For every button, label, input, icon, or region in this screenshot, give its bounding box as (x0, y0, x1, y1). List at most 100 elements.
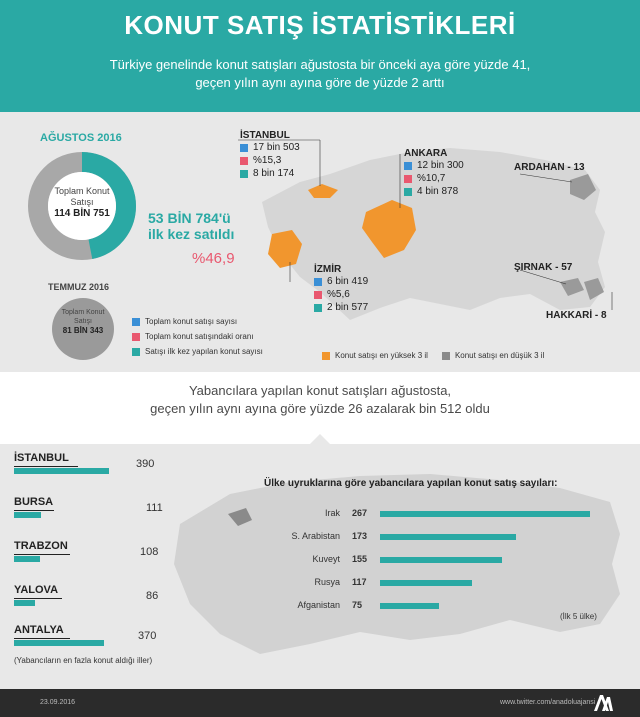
first-sale-line-2: ilk kez satıldı (148, 226, 235, 242)
city-share-row: %5,6 (314, 288, 368, 301)
city-name-istanbul: İSTANBUL (240, 130, 290, 141)
header-banner: KONUT SATIŞ İSTATİSTİKLERİ Türkiye genel… (0, 0, 640, 112)
nationality-label: Irak (324, 508, 340, 518)
page-title: KONUT SATIŞ İSTATİSTİKLERİ (124, 10, 516, 40)
legend-label: Toplam konut satışındaki oranı (145, 332, 254, 341)
nationality-bar (380, 580, 473, 586)
turkey-silhouette (262, 148, 605, 320)
nationality-value: 173 (352, 531, 368, 541)
blue-square-icon (132, 317, 140, 326)
city-share: %15,3 (253, 155, 282, 166)
city-first-row: 4 bin 878 (404, 185, 464, 198)
city-share: %10,7 (417, 173, 446, 184)
legend-label: Konut satışı en yüksek 3 il (335, 351, 428, 360)
legend-item-pink: Toplam konut satışındaki oranı (132, 329, 263, 344)
city-share: %5,6 (327, 289, 350, 300)
province-label: İSTANBUL (14, 452, 69, 464)
city-block-ankara: ANKARA 12 bin 300 %10,7 4 bin 878 (404, 148, 464, 198)
august-total-label: Toplam Konut Satışı (54, 186, 110, 207)
nationality-bar (380, 557, 502, 563)
nationality-label: Kuveyt (312, 554, 340, 564)
legend-left: Toplam konut satışı sayısı Toplam konut … (132, 314, 263, 359)
orange-square-icon (322, 351, 330, 360)
legend-item-blue: Toplam konut satışı sayısı (132, 314, 263, 329)
province-label: TRABZON (14, 540, 68, 552)
foreign-sales-text: Yabancılara yapılan konut satışları ağus… (90, 382, 550, 418)
footer-url: www.twitter.com/anadoluajansi (500, 699, 596, 706)
city-total: 12 bin 300 (417, 160, 464, 171)
city-total: 6 bin 419 (327, 276, 369, 287)
city-block-istanbul: İSTANBUL 17 bin 503 %15,3 8 bin 174 (240, 130, 300, 180)
nationality-label: Rusya (314, 577, 340, 587)
province-bar (14, 468, 109, 474)
province-value: 86 (146, 590, 159, 602)
lowest-city-hakkari: HAKKARİ - 8 (546, 310, 607, 321)
nationality-value: 75 (352, 600, 363, 610)
august-total-value: 114 BİN 751 (54, 208, 110, 219)
pink-square-icon (240, 156, 248, 165)
city-share-row: %10,7 (404, 172, 464, 185)
city-first-row: 8 bin 174 (240, 167, 300, 180)
july-label: TEMMUZ 2016 (48, 282, 110, 292)
city-first: 2 bin 577 (327, 302, 369, 313)
province-label: BURSA (14, 496, 54, 508)
legend-label: Toplam konut satışı sayısı (145, 317, 238, 326)
august-label: AĞUSTOS 2016 (40, 132, 122, 144)
izmir-region (268, 230, 302, 268)
pink-square-icon (132, 332, 140, 341)
donut-first-sale-arc (28, 152, 136, 260)
ardahan-line (519, 173, 573, 183)
nationality-value: 267 (352, 508, 368, 518)
blue-square-icon (240, 143, 248, 152)
city-first: 8 bin 174 (253, 168, 295, 179)
legend-right: Konut satışı en yüksek 3 il Konut satışı… (322, 348, 544, 363)
top5-note: (İlk 5 ülke) (560, 612, 597, 621)
ardahan-region (570, 174, 596, 200)
city-first: 4 bin 878 (417, 186, 459, 197)
city-total-row: 17 bin 503 (240, 141, 300, 154)
gray-square-icon (441, 351, 450, 360)
province-underline (14, 554, 70, 555)
nationality-bar (380, 603, 439, 609)
bottom-section (0, 444, 640, 689)
foreign-line-1: Yabancılara yapılan konut satışları ağus… (188, 383, 452, 398)
turkey-map (238, 139, 613, 320)
first-sale-line-1: 53 BİN 784'ü (148, 210, 231, 226)
subtitle-line-1: Türkiye genelinde konut satışları ağusto… (109, 57, 531, 72)
teal-square-icon (404, 187, 412, 196)
july-total: Toplam Konut Satışı 81 BİN 343 (52, 308, 114, 336)
hakkari-region (584, 278, 604, 300)
nationality-label: Afganistan (297, 600, 340, 610)
province-label: YALOVA (14, 584, 59, 596)
footer: 23.09.2016 www.twitter.com/anadoluajansi (0, 689, 640, 717)
foreign-line-2: geçen yılın aynı ayına göre yüzde 26 aza… (150, 401, 490, 416)
teal-square-icon (240, 169, 248, 178)
donut-center (48, 172, 116, 240)
middle-band (0, 372, 640, 440)
province-underline (14, 466, 78, 467)
first-sale-pct: %46,9 (192, 250, 235, 267)
footer-date: 23.09.2016 (40, 699, 76, 706)
city-share-row: %15,3 (240, 154, 300, 167)
first-sale-text: 53 BİN 784'ü ilk kez satıldı (148, 210, 234, 242)
turkey-map-bottom (174, 474, 620, 654)
province-value: 111 (146, 502, 163, 514)
july-total-label: Toplam Konut Satışı (61, 309, 105, 325)
july-circle (52, 298, 114, 360)
nationality-value: 155 (352, 554, 368, 564)
city-total: 17 bin 503 (253, 142, 300, 153)
province-label: ANTALYA (14, 624, 64, 636)
province-value: 370 (138, 630, 157, 642)
july-total-value: 81 BİN 343 (62, 326, 104, 335)
nationality-chart-title: Ülke uyruklarına göre yabancılara yapıla… (264, 478, 558, 489)
section-notch (310, 434, 330, 444)
lowest-city-sirnak: ŞIRNAK - 57 (514, 262, 573, 273)
nationality-label: S. Arabistan (291, 531, 340, 541)
city-name-izmir: İZMİR (314, 264, 342, 275)
blue-square-icon (404, 161, 412, 170)
lowest-city-ardahan: ARDAHAN - 13 (514, 162, 585, 173)
teal-square-icon (314, 303, 322, 312)
sirnak-line (519, 269, 567, 285)
august-total: Toplam Konut Satışı 114 BİN 751 (42, 186, 122, 219)
sirnak-region (560, 278, 584, 296)
